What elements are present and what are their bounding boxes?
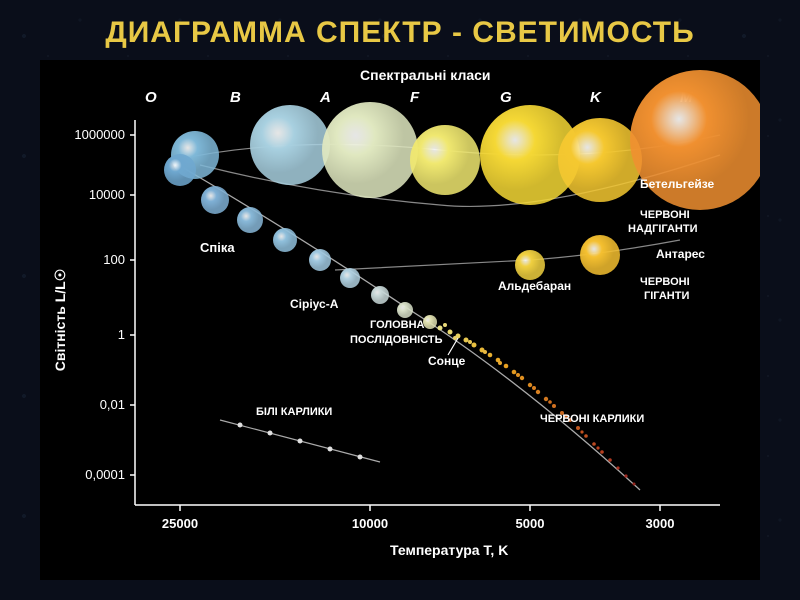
- annotation-label: ЧЕРВОНІ: [640, 276, 690, 288]
- red-giants: [580, 235, 620, 275]
- annotation-label: ПОСЛІДОВНІСТЬ: [350, 334, 443, 346]
- annotation-label: ГІГАНТИ: [644, 290, 689, 302]
- y-tick-label: 10000: [89, 187, 125, 202]
- spectral-class-A: A: [319, 89, 331, 106]
- scatter-point: [592, 442, 596, 446]
- scatter-point: [576, 426, 580, 430]
- scatter-point: [504, 364, 509, 369]
- spectral-class-B: B: [230, 89, 241, 106]
- sequence-curve: [335, 240, 680, 270]
- x-tick-label: 10000: [352, 516, 388, 531]
- scatter-point: [498, 361, 502, 365]
- scatter-point: [438, 326, 443, 331]
- scatter-point: [633, 483, 636, 486]
- x-tick-label: 3000: [646, 516, 675, 531]
- pointer-arrow: [448, 338, 458, 355]
- aldebaran: [515, 250, 545, 280]
- y-ticks: 1000000 10000 100 1 0,01 0,0001: [74, 127, 135, 482]
- annotation-label: НАДГІГАНТИ: [628, 223, 698, 235]
- star-circle: [423, 315, 437, 329]
- star-circle: [237, 207, 263, 233]
- x-ticks: 25000 10000 5000 3000: [162, 505, 675, 531]
- annotation-label: ГОЛОВНА: [370, 319, 425, 331]
- annotation-label: Спіка: [200, 240, 235, 255]
- scatter-point: [520, 376, 524, 380]
- annotation-label: Сонце: [428, 354, 466, 368]
- star-circle: [397, 302, 413, 318]
- page-title: ДИАГРАММА СПЕКТР - СВЕТИМОСТЬ: [0, 0, 800, 50]
- main-sequence-scatter: [438, 323, 636, 486]
- star-circle: [410, 125, 480, 195]
- scatter-point: [448, 330, 453, 335]
- star-circle: [309, 249, 331, 271]
- y-tick-label: 1: [118, 327, 125, 342]
- annotation-label: ЧЕРВОНІ КАРЛИКИ: [540, 413, 644, 425]
- scatter-point: [453, 336, 457, 340]
- star-circle: [273, 228, 297, 252]
- spectral-title: Спектральні класи: [360, 67, 491, 83]
- annotation-label: Альдебаран: [498, 279, 571, 293]
- white-dwarf-point: [298, 439, 303, 444]
- annotations: Бетельгейзе ЧЕРВОНІ НАДГІГАНТИ Антарес ЧЕРВО…: [200, 177, 715, 425]
- scatter-point: [516, 373, 520, 377]
- scatter-point: [600, 450, 604, 454]
- scatter-point: [472, 343, 477, 348]
- star-circle: [580, 235, 620, 275]
- hr-diagram: Спектральні класи OBAFGKM 10000001000010…: [40, 60, 760, 580]
- spectral-class-O: O: [145, 89, 157, 106]
- y-axis-label: Світність L/L☉: [52, 269, 68, 372]
- annotation-label: ЧЕРВОНІ: [640, 209, 690, 221]
- y-tick-label: 0,01: [100, 397, 125, 412]
- star-circle: [558, 118, 642, 202]
- star-circle: [322, 102, 418, 198]
- scatter-point: [512, 370, 517, 375]
- x-tick-label: 5000: [516, 516, 545, 531]
- scatter-point: [584, 434, 588, 438]
- y-tick-label: 0,0001: [85, 467, 125, 482]
- scatter-point: [544, 397, 548, 401]
- spectral-classes: OBAFGKM: [145, 89, 693, 106]
- annotation-label: БІЛІ КАРЛИКИ: [256, 406, 332, 418]
- scatter-point: [464, 338, 469, 343]
- scatter-point: [616, 466, 619, 469]
- y-tick-label: 100: [103, 252, 125, 267]
- star-circle: [371, 286, 389, 304]
- spectral-class-K: K: [590, 89, 602, 106]
- scatter-point: [443, 323, 447, 327]
- white-dwarfs: [238, 423, 363, 460]
- star-circle: [340, 268, 360, 288]
- x-tick-label: 25000: [162, 516, 198, 531]
- scatter-point: [624, 474, 627, 477]
- star-circle: [201, 186, 229, 214]
- scatter-point: [608, 458, 612, 462]
- spectral-class-F: F: [410, 89, 420, 106]
- chart-svg: Спектральні класи OBAFGKM 10000001000010…: [40, 60, 760, 580]
- scatter-point: [528, 383, 532, 387]
- scatter-point: [536, 390, 540, 394]
- star-circle: [164, 154, 196, 186]
- scatter-point: [596, 446, 599, 449]
- scatter-point: [488, 353, 493, 358]
- scatter-point: [548, 400, 552, 404]
- star-circle: [250, 105, 330, 185]
- white-dwarf-point: [238, 423, 243, 428]
- annotation-label: Сіріус-А: [290, 297, 339, 311]
- scatter-point: [532, 386, 536, 390]
- arrows: [448, 338, 458, 355]
- scatter-point: [552, 404, 556, 408]
- scatter-point: [468, 340, 472, 344]
- scatter-point: [580, 430, 583, 433]
- white-dwarf-point: [268, 431, 273, 436]
- white-dwarf-point: [328, 447, 333, 452]
- spectral-class-G: G: [500, 89, 512, 106]
- y-tick-label: 1000000: [74, 127, 125, 142]
- scatter-point: [483, 350, 487, 354]
- star-circle: [515, 250, 545, 280]
- annotation-label: Бетельгейзе: [640, 177, 715, 191]
- white-dwarf-point: [358, 455, 363, 460]
- x-axis-label: Температура T, K: [390, 542, 508, 558]
- annotation-label: Антарес: [656, 247, 705, 261]
